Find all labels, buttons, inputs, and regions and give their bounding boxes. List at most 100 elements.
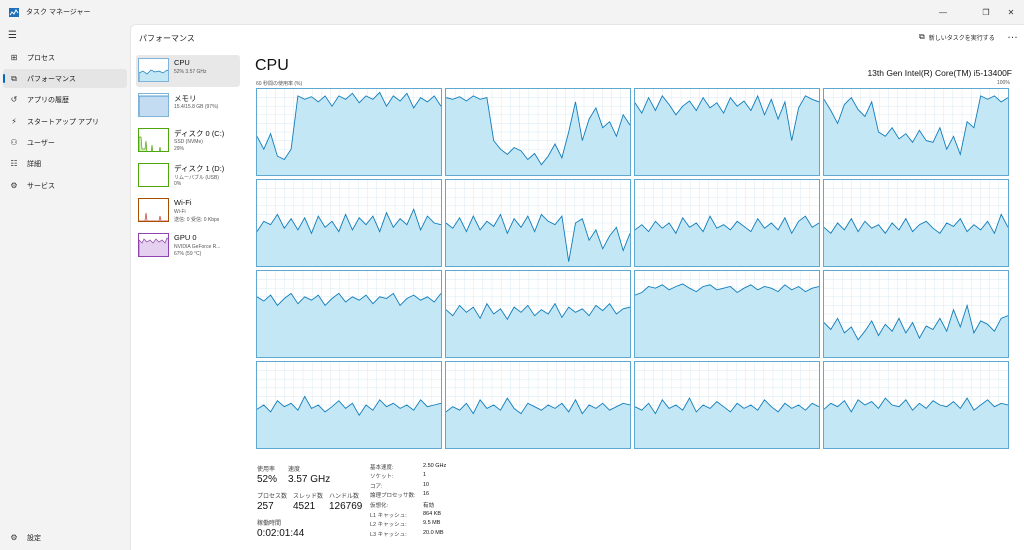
cpu-core-graph — [823, 88, 1009, 176]
more-options-icon[interactable]: … — [1007, 29, 1019, 41]
usage-area — [446, 95, 630, 175]
processes-icon: ⊞ — [10, 53, 18, 62]
speed-label: 速度 — [288, 467, 301, 473]
nav-item-users[interactable]: ⚇ ユーザー — [3, 133, 127, 152]
spec-value: 864 KB — [423, 511, 442, 517]
device-detail: 15.4/15.8 GB (97%) — [174, 104, 219, 110]
cpu-model-name: 13th Gen Intel(R) Core(TM) i5-13400F — [867, 68, 1012, 78]
spec-label: コア: — [370, 484, 383, 490]
device-usage: 29% — [174, 146, 185, 152]
close-button[interactable]: ✕ — [1007, 7, 1015, 17]
cpu-core-graph — [823, 270, 1009, 358]
device-item-memory[interactable]: メモリ 15.4/15.8 GB (97%) — [136, 90, 240, 122]
spec-value: 16 — [423, 491, 430, 497]
spec-value: 2.50 GHz — [423, 463, 447, 469]
nav-item-startup-apps[interactable]: ⚡ スタートアップ アプリ — [3, 112, 127, 131]
usage-area — [635, 95, 819, 175]
device-item-wifi[interactable]: Wi-Fi Wi-Fi 送信: 0 受信: 0 Kbps — [136, 195, 240, 227]
nav-item-performance[interactable]: ⧉ パフォーマンス — [3, 69, 127, 88]
usage-area — [257, 209, 441, 266]
processes-value: 257 — [257, 501, 274, 512]
usage-area — [635, 398, 819, 448]
usage-line — [445, 302, 631, 321]
spec-label: L3 キャッシュ: — [370, 532, 407, 538]
task-manager-app-icon — [9, 7, 19, 17]
nav-item-label: 詳細 — [27, 160, 41, 168]
usage-area — [446, 214, 630, 266]
cpu-thumbnail — [138, 58, 169, 82]
cpu-core-graph — [634, 361, 820, 449]
usage-area — [824, 214, 1008, 266]
run-task-label: 新しいタスクを実行する — [928, 35, 995, 42]
threads-value: 4521 — [293, 501, 316, 512]
device-item-gpu-0[interactable]: GPU 0 NVIDIA GeForce R... 67% (59 °C) — [136, 230, 240, 262]
spec-value: 20.0 MB — [423, 530, 444, 536]
usage-line — [634, 94, 820, 141]
memory-thumbnail — [138, 93, 169, 117]
usage-axis-label: 60 秒間の使用率 (%) — [256, 81, 303, 87]
device-item-cpu[interactable]: CPU 52% 3.57 GHz — [136, 55, 240, 87]
disk-1-thumbnail — [138, 163, 169, 187]
nav-item-label: サービス — [27, 182, 55, 190]
usage-area — [824, 398, 1008, 448]
device-item-disk-1[interactable]: ディスク 1 (D:) リムーバブル (USB) 0% — [136, 160, 240, 192]
usage-label: 使用率 — [257, 467, 276, 473]
nav-item-label: ユーザー — [27, 139, 55, 147]
cpu-core-graph — [823, 179, 1009, 267]
usage-line — [634, 283, 820, 296]
usage-area — [257, 396, 441, 448]
device-item-disk-0[interactable]: ディスク 0 (C:) SSD (NVMe) 29% — [136, 125, 240, 157]
nav-item-label: 設定 — [27, 534, 41, 542]
gpu-thumbnail — [138, 233, 169, 257]
nav-item-services[interactable]: ⚙ サービス — [3, 176, 127, 195]
usage-line — [634, 397, 820, 415]
history-icon: ↺ — [10, 95, 18, 104]
run-new-task-button[interactable]: ⧉ 新しいタスクを実行する — [919, 32, 995, 42]
usage-line — [445, 213, 631, 262]
cpu-core-graph — [634, 270, 820, 358]
threads-label: スレッド数 — [293, 494, 324, 500]
spec-label: ソケット: — [370, 474, 394, 480]
nav-item-processes[interactable]: ⊞ プロセス — [3, 48, 127, 67]
maximize-button[interactable]: ❐ — [982, 7, 990, 17]
usage-value: 52% — [257, 474, 278, 485]
nav-item-label: スタートアップ アプリ — [27, 118, 99, 126]
nav-item-app-history[interactable]: ↺ アプリの履歴 — [3, 90, 127, 109]
main-content: パフォーマンス ⧉ 新しいタスクを実行する … CPU 52% 3.57 GHz… — [130, 24, 1024, 550]
usage-line — [823, 95, 1009, 157]
spec-value: 9.5 MB — [423, 520, 441, 526]
usage-area — [257, 92, 441, 175]
usage-line — [634, 215, 820, 235]
device-throughput: 送信: 0 受信: 0 Kbps — [174, 217, 220, 223]
nav-item-details[interactable]: ☷ 詳細 — [3, 154, 127, 173]
device-detail: リムーバブル (USB) — [174, 175, 219, 181]
minimize-button[interactable]: — — [939, 7, 947, 17]
usage-line — [445, 95, 631, 166]
usage-area — [635, 283, 819, 357]
usage-line — [823, 303, 1009, 341]
nav-item-settings[interactable]: ⚙ 設定 — [3, 528, 127, 547]
device-name: メモリ — [174, 94, 197, 103]
device-detail: SSD (NVMe) — [174, 139, 203, 145]
uptime-label: 稼働時間 — [257, 521, 282, 527]
cpu-core-graph — [445, 88, 631, 176]
spec-value: 有効 — [423, 503, 435, 509]
usage-area — [824, 95, 1008, 175]
hamburger-menu-icon[interactable]: ☰ — [8, 30, 17, 41]
spec-label: L2 キャッシュ: — [370, 522, 407, 528]
cpu-heading: CPU — [255, 57, 289, 74]
usage-area — [446, 303, 630, 357]
device-name: ディスク 1 (D:) — [174, 164, 225, 173]
nav-item-label: パフォーマンス — [27, 75, 76, 83]
handles-label: ハンドル数 — [329, 494, 360, 500]
usage-line — [256, 91, 442, 161]
usage-area — [257, 293, 441, 357]
usage-line — [823, 213, 1009, 235]
spec-value: 10 — [423, 482, 430, 488]
settings-gear-icon: ⚙ — [10, 533, 18, 542]
window-title: タスク マネージャー — [26, 9, 91, 16]
performance-icon: ⧉ — [11, 73, 17, 83]
usage-line — [445, 397, 631, 415]
spec-label: L1 キャッシュ: — [370, 513, 407, 519]
details-icon: ☷ — [10, 159, 18, 168]
